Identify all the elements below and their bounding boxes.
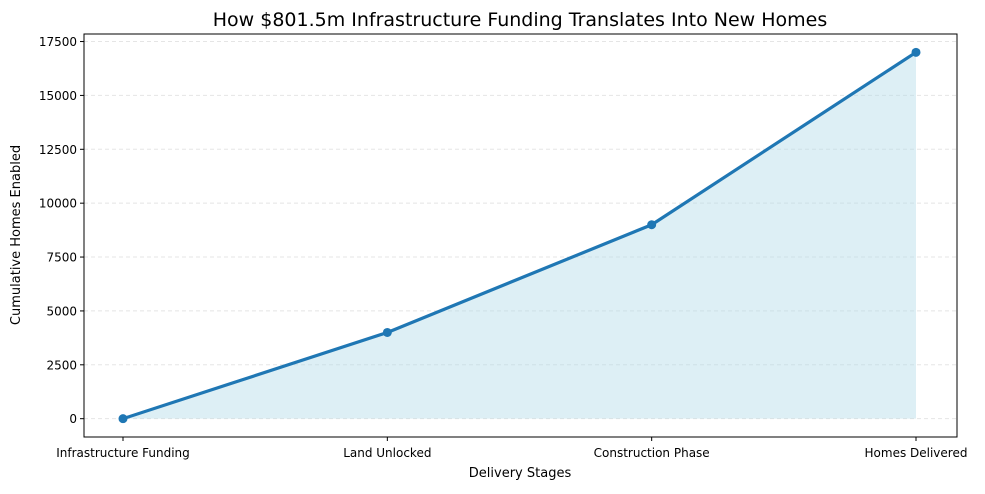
x-tick-label: Land Unlocked: [343, 446, 431, 460]
plot-frame: [83, 33, 958, 438]
y-tick-label: 0: [69, 412, 77, 426]
y-tick-label: 15000: [39, 89, 77, 103]
x-axis-label: Delivery Stages: [469, 466, 572, 481]
data-point: [382, 327, 392, 337]
y-tick-label: 17500: [39, 35, 77, 49]
x-tick-label: Infrastructure Funding: [56, 446, 190, 460]
x-tick-label: Homes Delivered: [865, 446, 968, 460]
series-line: [122, 50, 917, 421]
y-axis: 0 2500 5000 7500 10000 12500 15000 17500: [39, 35, 84, 426]
y-axis-label: Cumulative Homes Enabled: [9, 145, 24, 325]
y-tick-label: 10000: [39, 197, 77, 211]
area-fill: [123, 52, 916, 419]
x-tick-label: Construction Phase: [594, 446, 710, 460]
grid: [84, 41, 957, 420]
data-point: [118, 414, 128, 424]
y-tick-label: 5000: [46, 304, 77, 318]
data-point: [911, 47, 921, 57]
y-tick-label: 7500: [46, 251, 77, 265]
y-tick-label: 12500: [39, 143, 77, 157]
chart-title: How $801.5m Infrastructure Funding Trans…: [213, 9, 828, 31]
y-tick-label: 2500: [46, 358, 77, 372]
data-point: [647, 220, 657, 230]
x-axis: Infrastructure Funding Land Unlocked Const…: [56, 437, 967, 460]
area-layer: [118, 47, 921, 424]
